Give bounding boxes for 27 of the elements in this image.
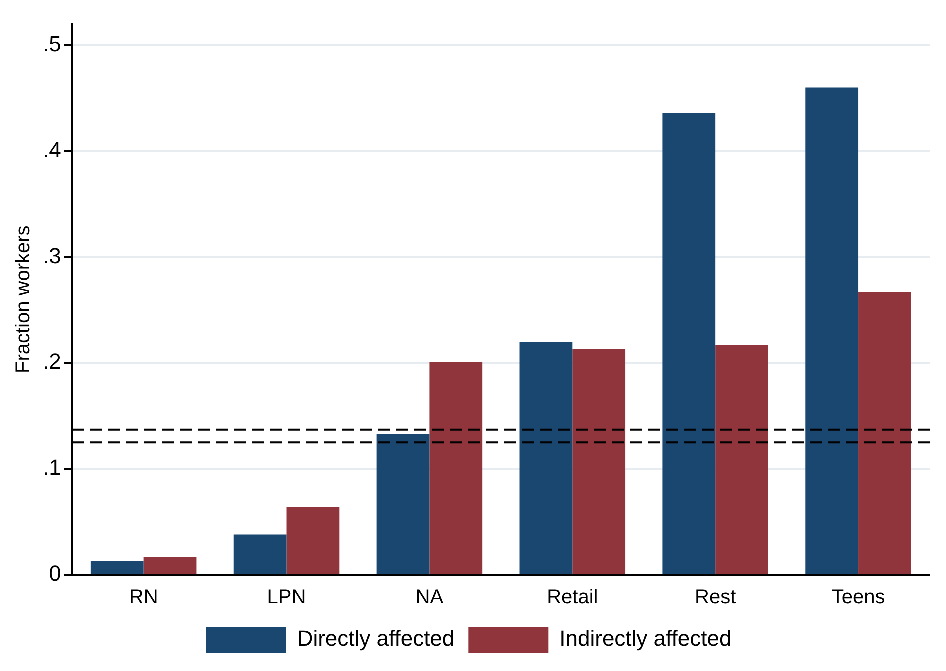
x-tick-label: RN [129,586,158,609]
bar [858,292,912,574]
y-tick-label: .3 [42,243,62,268]
y-tick-label: .1 [42,455,62,480]
y-tick-label: .4 [42,137,62,162]
bar [90,561,144,574]
bar [144,556,197,574]
x-tick-label: NA [416,586,444,609]
bar [234,534,287,574]
bar [716,345,768,574]
legend-label: Directly affected [297,626,455,652]
y-tick-label: 0 [49,561,62,586]
bar [520,342,573,574]
x-tick-label: Teens [832,586,886,609]
bar [572,349,626,574]
legend-label: Indirectly affected [560,626,732,652]
bar [286,507,340,574]
x-tick-label: Retail [547,586,598,609]
x-tick-label: Rest [695,586,737,609]
bar [662,113,716,574]
x-tick-label: LPN [267,586,306,609]
y-tick-label: .2 [42,349,62,374]
bar [376,434,430,574]
y-axis-title: Fraction workers [12,226,35,374]
y-tick-label: .5 [42,31,62,56]
bar [806,88,859,574]
bar [430,362,483,574]
